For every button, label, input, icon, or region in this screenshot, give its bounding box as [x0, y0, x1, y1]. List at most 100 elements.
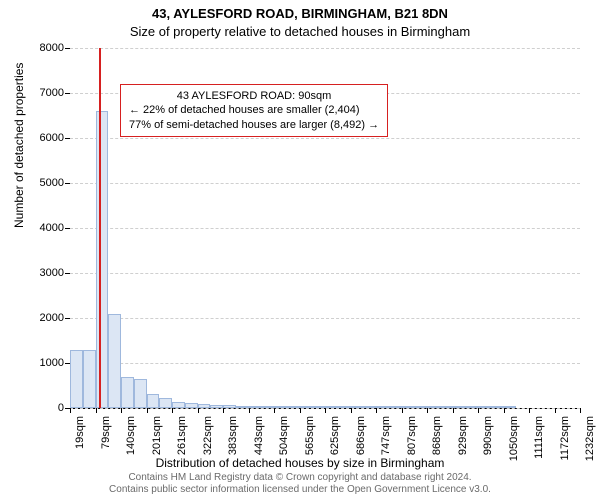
y-tick-mark: [65, 183, 70, 184]
histogram-bar: [274, 406, 287, 408]
x-tick-mark: [198, 408, 199, 413]
histogram-bar: [427, 406, 440, 408]
x-tick-label: 565sqm: [304, 416, 316, 466]
x-tick-label: 1232sqm: [584, 416, 596, 466]
gridline: [70, 318, 580, 319]
histogram-bar: [389, 406, 402, 408]
x-tick-label: 747sqm: [380, 416, 392, 466]
x-tick-label: 322sqm: [202, 416, 214, 466]
x-tick-label: 990sqm: [482, 416, 494, 466]
x-tick-mark: [223, 408, 224, 413]
y-tick-label: 5000: [40, 177, 64, 189]
x-tick-label: 504sqm: [278, 416, 290, 466]
histogram-bar: [325, 406, 338, 408]
x-tick-mark: [580, 408, 581, 413]
y-tick-mark: [65, 228, 70, 229]
x-tick-mark: [325, 408, 326, 413]
x-tick-mark: [70, 408, 71, 413]
x-tick-mark: [478, 408, 479, 413]
histogram-bar: [440, 406, 453, 408]
histogram-bar: [83, 350, 96, 409]
x-tick-label: 1050sqm: [508, 416, 520, 466]
histogram-bar: [198, 404, 211, 408]
y-tick-mark: [65, 93, 70, 94]
y-tick-label: 0: [58, 402, 64, 414]
histogram-bar: [363, 406, 376, 408]
histogram-bar: [223, 405, 236, 408]
callout-line-address: 43 AYLESFORD ROAD: 90sqm: [129, 89, 379, 103]
histogram-bar: [261, 406, 274, 408]
x-tick-label: 201sqm: [151, 416, 163, 466]
histogram-bar: [249, 406, 262, 408]
property-marker-line: [99, 48, 101, 408]
x-tick-label: 140sqm: [125, 416, 137, 466]
x-tick-mark: [147, 408, 148, 413]
gridline: [70, 228, 580, 229]
histogram-bar: [338, 406, 351, 408]
x-tick-mark: [453, 408, 454, 413]
x-tick-label: 686sqm: [355, 416, 367, 466]
x-tick-label: 443sqm: [253, 416, 265, 466]
histogram-bar: [351, 406, 364, 408]
histogram-bar: [376, 406, 389, 408]
histogram-bar: [491, 406, 504, 408]
histogram-bar: [108, 314, 121, 409]
y-tick-mark: [65, 48, 70, 49]
y-tick-label: 8000: [40, 42, 64, 54]
attribution-footer: Contains HM Land Registry data © Crown c…: [0, 472, 600, 496]
histogram-bar: [414, 406, 427, 408]
histogram-bar: [300, 406, 313, 408]
histogram-bar: [210, 405, 223, 408]
x-tick-label: 79sqm: [100, 416, 112, 466]
y-tick-label: 3000: [40, 267, 64, 279]
x-tick-mark: [249, 408, 250, 413]
x-tick-mark: [504, 408, 505, 413]
histogram-chart: 43 AYLESFORD ROAD: 90sqm ← 22% of detach…: [70, 48, 580, 408]
y-tick-label: 7000: [40, 87, 64, 99]
x-tick-label: 868sqm: [431, 416, 443, 466]
x-tick-mark: [351, 408, 352, 413]
histogram-bar: [236, 406, 249, 408]
histogram-bar: [287, 406, 300, 408]
x-tick-mark: [427, 408, 428, 413]
histogram-bar: [312, 406, 325, 408]
histogram-bar: [70, 350, 83, 409]
footer-line-1: Contains HM Land Registry data © Crown c…: [0, 472, 600, 484]
y-axis-label: Number of detached properties: [12, 63, 26, 228]
gridline: [70, 138, 580, 139]
x-tick-mark: [376, 408, 377, 413]
x-tick-label: 1172sqm: [559, 416, 571, 466]
histogram-bar: [453, 406, 466, 408]
y-tick-label: 1000: [40, 357, 64, 369]
page-title-line2: Size of property relative to detached ho…: [0, 24, 600, 39]
footer-line-2: Contains public sector information licen…: [0, 484, 600, 496]
y-tick-label: 2000: [40, 312, 64, 324]
x-tick-label: 19sqm: [74, 416, 86, 466]
gridline: [70, 48, 580, 49]
gridline: [70, 183, 580, 184]
histogram-bar: [159, 398, 172, 408]
histogram-bar: [172, 402, 185, 408]
histogram-bar: [147, 394, 160, 408]
x-tick-label: 1111sqm: [533, 416, 545, 466]
callout-line-larger: 77% of semi-detached houses are larger (…: [129, 118, 379, 132]
x-tick-label: 261sqm: [176, 416, 188, 466]
x-tick-mark: [274, 408, 275, 413]
y-tick-mark: [65, 138, 70, 139]
x-tick-label: 625sqm: [329, 416, 341, 466]
histogram-bar: [121, 377, 134, 409]
y-tick-mark: [65, 318, 70, 319]
page-title-line1: 43, AYLESFORD ROAD, BIRMINGHAM, B21 8DN: [0, 6, 600, 21]
callout-line-smaller: ← 22% of detached houses are smaller (2,…: [129, 103, 379, 117]
histogram-bar: [504, 406, 517, 408]
gridline: [70, 363, 580, 364]
gridline: [70, 273, 580, 274]
histogram-bar: [402, 406, 415, 408]
x-tick-label: 929sqm: [457, 416, 469, 466]
y-tick-mark: [65, 273, 70, 274]
histogram-bar: [478, 406, 491, 408]
histogram-bar: [465, 406, 478, 408]
histogram-bar: [96, 111, 109, 408]
histogram-bar: [185, 403, 198, 408]
callout-box: 43 AYLESFORD ROAD: 90sqm ← 22% of detach…: [120, 84, 388, 137]
